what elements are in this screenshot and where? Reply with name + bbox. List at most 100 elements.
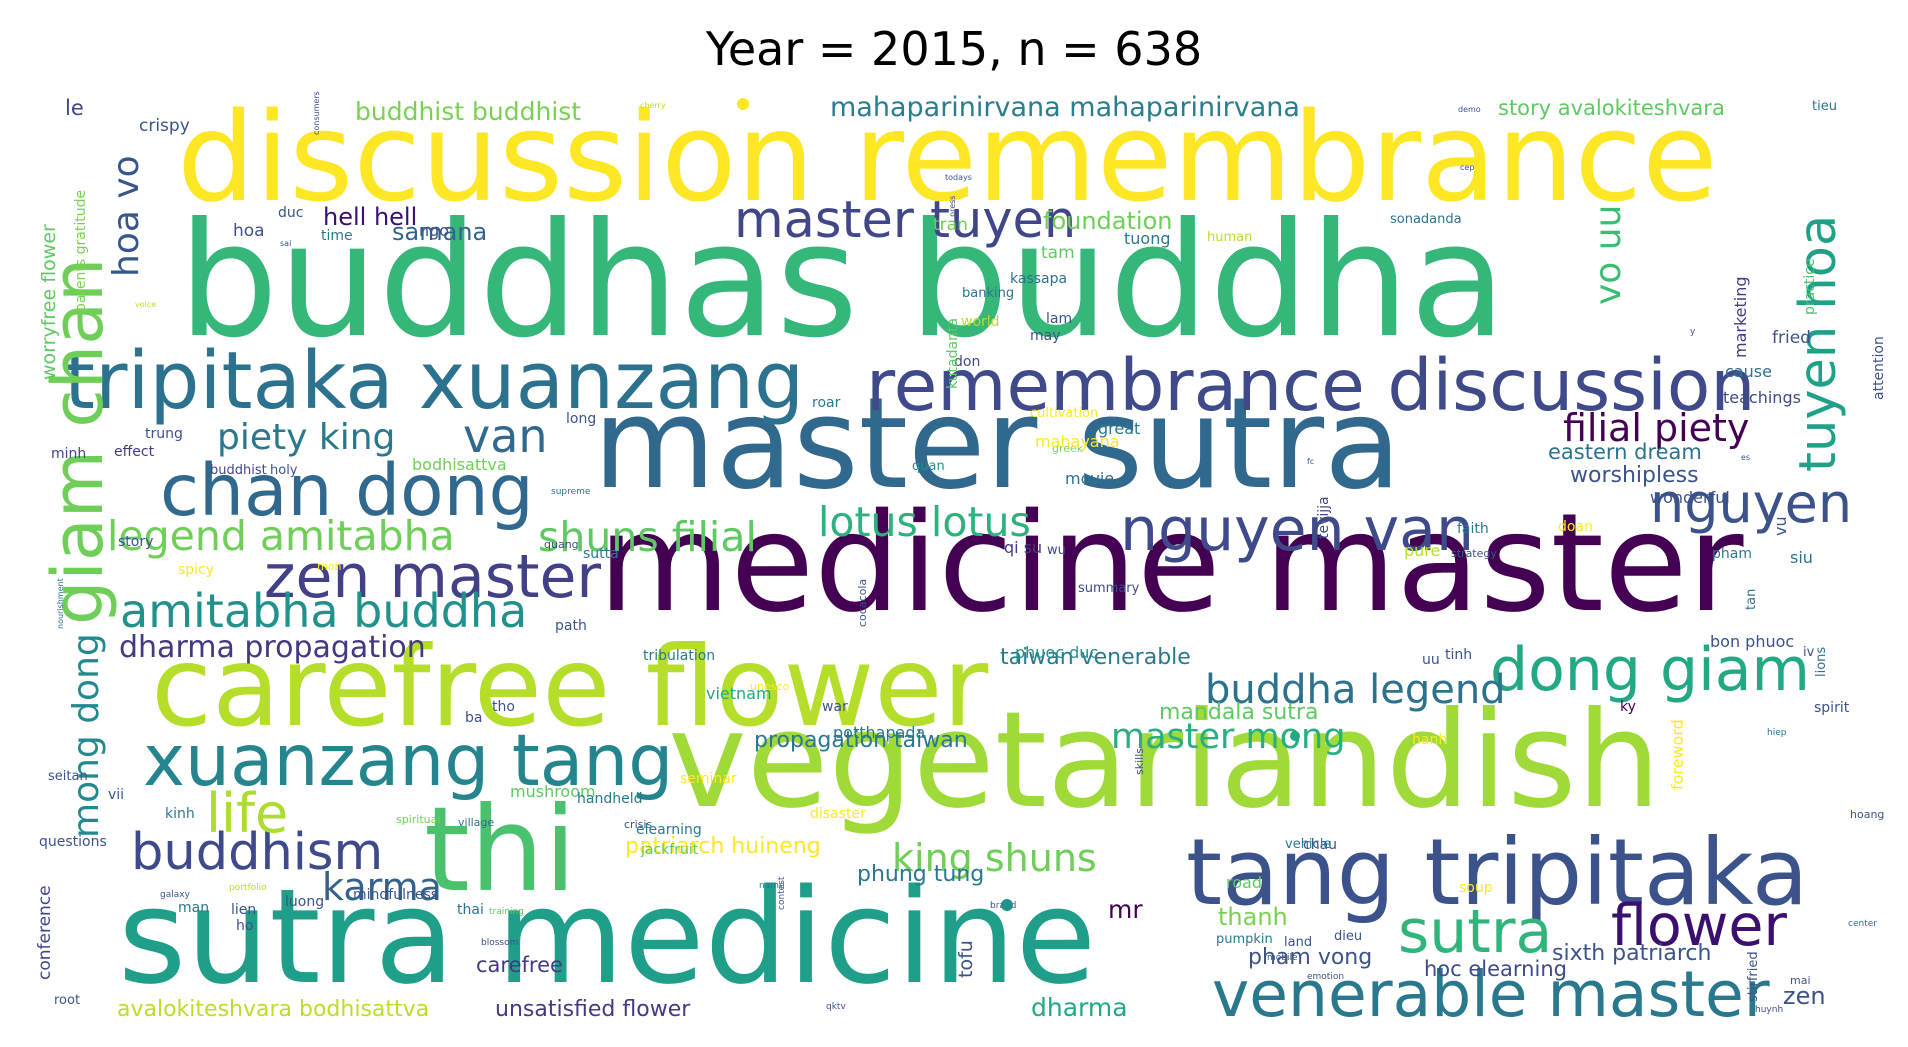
word-root: root	[54, 993, 80, 1008]
word-spicy: spicy	[178, 562, 214, 578]
word-nguyen: nguyen	[1650, 472, 1852, 535]
word-vegetariandish: vegetariandish	[668, 684, 1661, 838]
word-nguyen-van: nguyen van	[1120, 495, 1474, 565]
word-flower: flower	[1611, 893, 1787, 959]
word-tang-tripitaka: tang tripitaka	[1186, 819, 1808, 926]
word-eastern-dream: eastern dream	[1548, 440, 1702, 464]
word-hell-hell: hell hell	[323, 203, 417, 231]
word-mong-dong: mong dong	[66, 633, 107, 838]
word-todays: todays	[945, 173, 972, 182]
word-y: y	[1690, 327, 1696, 337]
word-tam: tam	[1041, 243, 1075, 263]
word-press: press	[948, 196, 957, 217]
word-handheld: handheld	[577, 791, 642, 807]
word-training: training	[489, 907, 524, 917]
word-wu: wu	[1047, 543, 1066, 558]
word-blossom: blossom	[481, 938, 518, 948]
word-wonderful: wonderful	[1650, 488, 1730, 507]
word-tuong: tuong	[1124, 229, 1171, 248]
word-fried: fried	[1772, 328, 1811, 348]
word-mai: mai	[1790, 974, 1811, 987]
word-mushroom: mushroom	[510, 782, 596, 801]
word-marketing: marketing	[1731, 276, 1750, 358]
word-mahayana: mahayana	[1035, 432, 1120, 451]
word-duc: duc	[278, 205, 303, 221]
word-questions: questions	[39, 834, 107, 850]
speck-dot	[1290, 731, 1300, 741]
word-trung: trung	[145, 426, 183, 442]
word-huynh: huynh	[1755, 1005, 1783, 1015]
word-pure: pure	[1404, 541, 1440, 560]
word-master-mong: master mong	[1111, 717, 1345, 757]
word-amitabha-buddha: amitabha buddha	[120, 584, 527, 638]
word-vo-uu: vo uu	[1588, 205, 1629, 305]
word-dong-giam: dong giam	[1490, 635, 1810, 705]
word-avalokiteshvara-bodhisattva: avalokiteshvara bodhisattva	[117, 997, 429, 1022]
word-mr: mr	[1108, 895, 1143, 924]
word-bodhisattva: bodhisattva	[412, 455, 507, 474]
word-practice: practice	[1802, 258, 1818, 315]
word-king-shuns: king shuns	[892, 836, 1097, 880]
word-road: road	[1226, 873, 1262, 892]
word-cherry: cherry	[640, 101, 666, 110]
word-galaxy: galaxy	[160, 890, 191, 900]
word-es: es	[1741, 453, 1750, 462]
word-seminar: seminar	[680, 771, 737, 787]
word-patriarch-huineng: patriarch huineng	[625, 834, 821, 859]
word-phuoc-duc: phuoc duc	[1015, 643, 1098, 662]
word-buddhist-buddhist: buddhist buddhist	[355, 97, 581, 126]
word-strategy: strategy	[1451, 547, 1497, 560]
word-unsatisfied-flower: unsatisfied flower	[495, 997, 691, 1022]
word-mahaparinirvana-mahaparinirvana: mahaparinirvana mahaparinirvana	[830, 92, 1300, 123]
word-dharma-propagation: dharma propagation	[119, 630, 426, 665]
word-tinh: tinh	[1445, 647, 1472, 663]
word-kassapa: kassapa	[1010, 271, 1067, 287]
word-propagation-taiwan: propagation taiwan	[754, 728, 968, 753]
word-life: life	[206, 782, 288, 845]
word-summary: summary	[1078, 581, 1140, 596]
word-hanh: hanh	[1412, 732, 1447, 748]
word-minh: minh	[51, 446, 86, 462]
speck-dot	[1001, 899, 1013, 911]
word-greek: greek	[1052, 442, 1084, 455]
word-worshipless: worshipless	[1570, 463, 1699, 488]
word-vii: vii	[108, 787, 124, 803]
word-cause: cause	[1725, 362, 1772, 381]
word-skills: skills	[1133, 748, 1146, 775]
word-thi: thi	[424, 781, 577, 918]
word-ngo: ngo	[419, 221, 449, 240]
word-quang: quang	[544, 538, 579, 551]
word-crisis: crisis	[624, 818, 652, 831]
word-zen-master: zen master	[264, 542, 601, 612]
word-jackfruit: jackfruit	[640, 842, 699, 858]
word-tan: tan	[1744, 589, 1759, 610]
word-human: human	[1207, 230, 1252, 245]
word-demo: demo	[1458, 105, 1481, 114]
word-luong: luong	[285, 894, 324, 910]
word-piety-king: piety king	[217, 417, 395, 458]
word-samana: samana	[392, 218, 487, 246]
word-conference: conference	[35, 885, 55, 980]
word-siu: siu	[1790, 548, 1813, 567]
speck-dot	[737, 98, 749, 110]
word-thanh: thanh	[1218, 903, 1288, 931]
word-cocacola: cocacola	[856, 579, 869, 627]
word-quan: quan	[912, 459, 945, 474]
word-hoang: hoang	[1850, 808, 1884, 821]
word-vehicle: vehicle	[1285, 837, 1331, 852]
word-sai: sai	[280, 239, 291, 248]
word-elearning: elearning	[636, 822, 702, 838]
word-taiwan-venerable: taiwan venerable	[1000, 645, 1191, 670]
word-consumers: consumers	[312, 91, 321, 135]
word-pham-vong: pham vong	[1248, 945, 1372, 970]
word-master-sutra: master sutra	[593, 370, 1401, 517]
word-mon: mon	[317, 560, 341, 573]
word-qi-su: qi su	[1004, 538, 1042, 557]
word-ho: ho	[236, 918, 253, 934]
word-carefree-flower: carefree flower	[151, 623, 989, 752]
word-pham: pham	[1712, 546, 1752, 562]
word-remembrance-discussion: remembrance discussion	[866, 344, 1755, 427]
word-giam-chan: giam chan	[37, 258, 119, 625]
word-van: van	[463, 409, 548, 463]
